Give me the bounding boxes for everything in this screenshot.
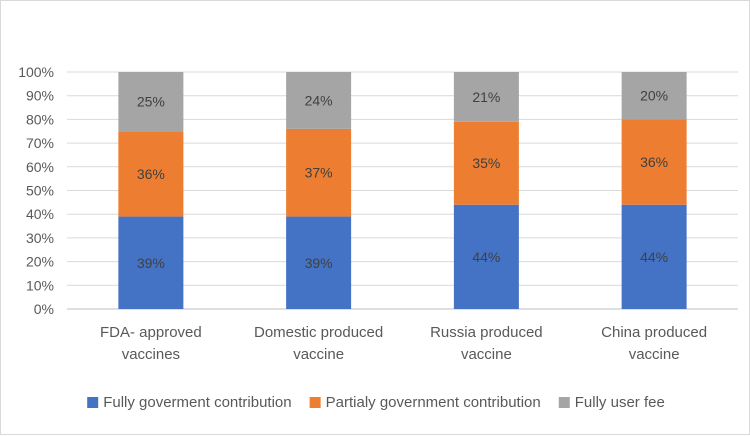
bar-segment	[621, 204, 687, 309]
y-tick-label: 0%	[34, 301, 54, 317]
y-tick-label: 50%	[26, 183, 54, 199]
bar-segment	[286, 216, 352, 309]
bar-segment	[286, 128, 352, 217]
y-axis-ticks: 0% 10% 20% 30% 40% 50% 60% 70% 80% 90% 100%	[18, 64, 54, 317]
data-label: 24%	[305, 92, 333, 108]
bar-segment	[118, 72, 184, 132]
bar-segment	[453, 121, 519, 205]
bar-segment	[286, 72, 352, 129]
data-labels: 39% 36% 25% 39% 37% 24% 44% 35% 21% 44% 36% 20%	[137, 88, 668, 271]
data-label: 20%	[640, 88, 668, 104]
data-label: 44%	[640, 249, 668, 265]
x-axis-categories: FDA- approved vaccines Domestic produced va…	[100, 324, 707, 363]
data-label: 37%	[305, 165, 333, 181]
legend-swatch	[558, 397, 570, 408]
y-tick-label: 20%	[26, 254, 54, 270]
data-label: 44%	[472, 249, 500, 265]
legend-item: Fully goverment contribution	[87, 394, 292, 411]
y-tick-label: 90%	[26, 88, 54, 104]
y-tick-label: 10%	[26, 277, 54, 293]
bar-segment	[621, 72, 687, 120]
data-label: 36%	[640, 154, 668, 170]
legend-swatch	[87, 397, 99, 408]
category-label: FDA- approved	[100, 324, 202, 341]
legend-label: Partialy government contribution	[326, 394, 541, 411]
legend-item: Partialy government contribution	[309, 394, 541, 411]
data-label: 36%	[137, 166, 165, 182]
data-label: 39%	[137, 255, 165, 271]
bar-segment	[621, 119, 687, 205]
bar-segment	[118, 131, 184, 217]
category-label: vaccine	[629, 346, 680, 363]
data-label: 25%	[137, 94, 165, 110]
category-label: vaccines	[122, 346, 180, 363]
category-label: Russia produced	[430, 324, 543, 341]
y-tick-label: 30%	[26, 230, 54, 246]
legend-label: Fully user fee	[575, 394, 665, 411]
category-label: China produced	[601, 324, 707, 341]
category-label: Domestic produced	[254, 324, 383, 341]
y-tick-label: 100%	[18, 64, 54, 80]
bars	[118, 72, 687, 309]
bar-segment	[453, 72, 519, 122]
y-tick-label: 60%	[26, 159, 54, 175]
y-tick-label: 80%	[26, 111, 54, 127]
bar-segment	[118, 216, 184, 309]
legend-item: Fully user fee	[558, 394, 665, 411]
category-label: vaccine	[293, 346, 344, 363]
data-label: 39%	[305, 255, 333, 271]
data-label: 21%	[472, 89, 500, 105]
legend-swatch	[309, 397, 321, 408]
y-tick-label: 70%	[26, 135, 54, 151]
legend-label: Fully goverment contribution	[103, 394, 291, 411]
bar-segment	[453, 204, 519, 309]
legend: Fully goverment contribution Partialy gov…	[87, 394, 665, 411]
category-label: vaccine	[461, 346, 512, 363]
data-label: 35%	[472, 155, 500, 171]
y-tick-label: 40%	[26, 206, 54, 222]
